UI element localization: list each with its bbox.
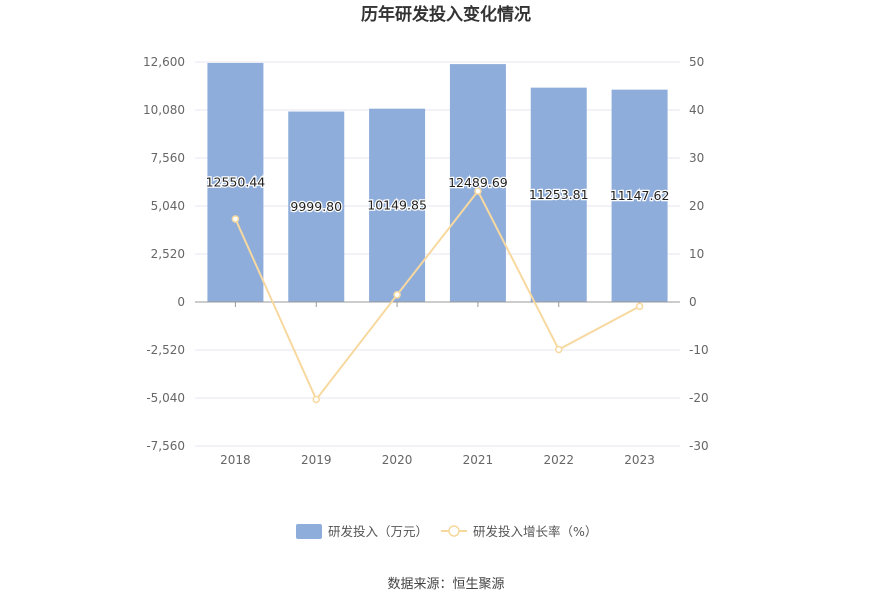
bar-data-label: 10149.85 [367, 197, 427, 212]
left-tick-label: -2,520 [146, 343, 185, 357]
right-tick-label: 40 [689, 103, 704, 117]
legend: 研发投入（万元） 研发投入增长率（%） [296, 524, 597, 539]
x-tick-label: 2021 [463, 453, 494, 467]
growth-point [231, 215, 240, 223]
bar-data-label: 12550.44 [206, 174, 266, 189]
x-tick-label: 2018 [220, 453, 251, 467]
x-tick-label: 2019 [301, 453, 332, 467]
left-tick-label: 10,080 [143, 103, 185, 117]
bar-series [207, 62, 668, 303]
source-note: 数据来源：恒生聚源 [387, 577, 504, 592]
bar [449, 64, 506, 303]
legend-line-label[interactable]: 研发投入增长率（%） [473, 524, 597, 539]
bar-data-label: 12489.69 [448, 175, 508, 190]
left-tick-label: 7,560 [151, 151, 185, 165]
bar [530, 87, 587, 302]
right-tick-label: 50 [689, 55, 704, 69]
growth-point [312, 395, 320, 404]
legend-bar-label[interactable]: 研发投入（万元） [328, 524, 428, 539]
legend-line-swatch[interactable] [441, 525, 467, 537]
right-tick-label: -30 [689, 439, 709, 453]
right-tick-label: 20 [689, 199, 704, 213]
left-tick-label: -7,560 [146, 439, 185, 453]
chart-title: 历年研发投入变化情况 [361, 4, 531, 25]
growth-point [555, 345, 563, 354]
growth-line-series [231, 187, 644, 404]
legend-bar-swatch[interactable] [296, 524, 322, 539]
grid-lines [195, 61, 680, 447]
growth-point [635, 302, 644, 311]
left-tick-label: 0 [177, 295, 185, 309]
right-tick-label: 30 [689, 151, 704, 165]
left-tick-label: 5,040 [151, 199, 185, 213]
right-tick-label: -20 [689, 391, 709, 405]
bar-data-labels: 12550.44 9999.80 10149.85 12489.69 11253.81 1… [204, 173, 670, 215]
legend-line-swatch-marker [448, 525, 460, 537]
right-tick-label: 0 [689, 295, 697, 309]
left-tick-label: 12,600 [143, 55, 185, 69]
x-tick-label: 2023 [624, 453, 655, 467]
left-tick-label: 2,520 [151, 247, 185, 261]
bar-data-label: 9999.80 [290, 199, 342, 214]
axes: 12,600 10,080 7,560 5,040 2,520 0 -2,520 -5,040… [143, 55, 709, 467]
growth-point [393, 291, 401, 299]
x-tick-label: 2020 [382, 453, 413, 467]
left-tick-label: -5,040 [146, 391, 185, 405]
bar [611, 89, 668, 302]
right-tick-label: 10 [689, 247, 704, 261]
bar-data-label: 11253.81 [529, 187, 589, 202]
bar-data-label: 11147.62 [610, 188, 670, 203]
bar [288, 111, 345, 302]
x-tick-label: 2022 [543, 453, 574, 467]
growth-point [474, 187, 482, 195]
growth-line [234, 189, 641, 402]
right-tick-label: -10 [689, 343, 709, 357]
